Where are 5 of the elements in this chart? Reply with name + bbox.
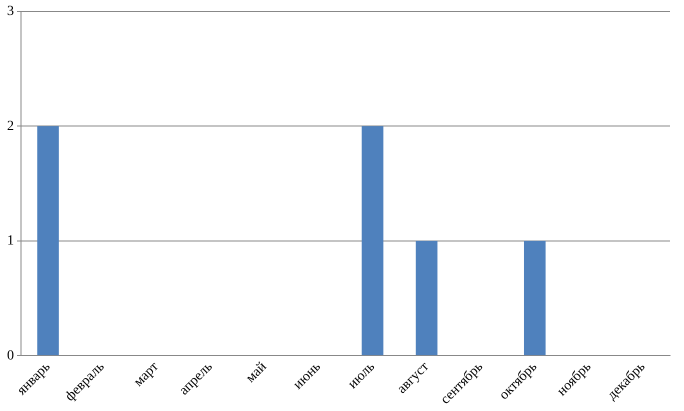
- x-tick-label: май: [243, 359, 270, 386]
- y-tick-label: 3: [7, 4, 14, 20]
- y-tick-label: 2: [7, 118, 14, 134]
- y-tick-label: 1: [7, 234, 14, 249]
- y-tick-label: 0: [7, 348, 14, 364]
